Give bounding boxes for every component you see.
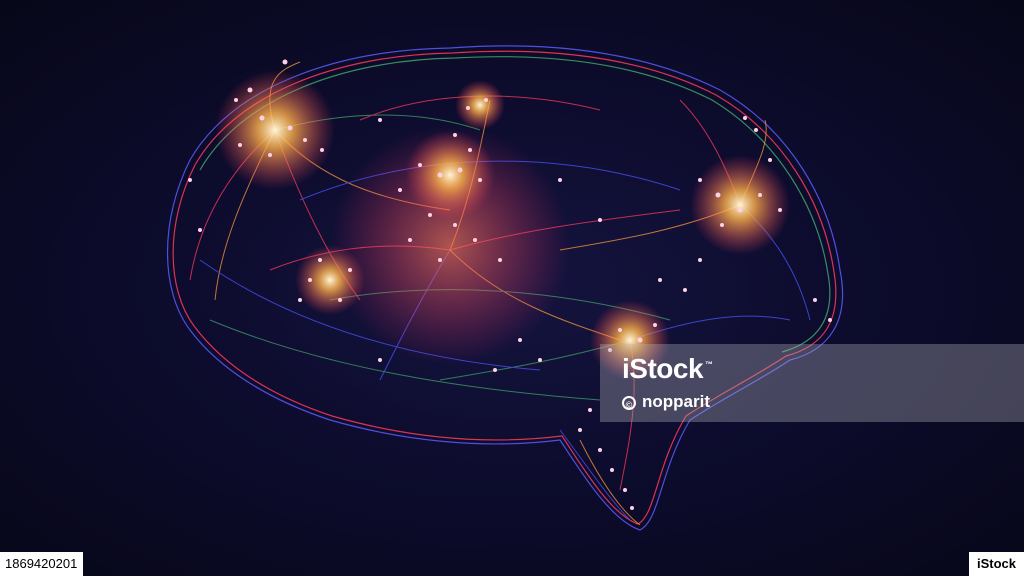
neuron-nodes	[188, 59, 832, 510]
copyright-icon: ©	[622, 395, 636, 410]
watermark-band	[600, 344, 1024, 422]
istock-badge: iStock	[968, 552, 1024, 576]
image-id-label: 1869420201	[0, 552, 84, 576]
brain-outline	[166, 45, 844, 531]
trademark-symbol: ™	[705, 360, 713, 369]
neural-hubs	[215, 70, 790, 380]
watermark-brand: iStock	[622, 353, 704, 384]
photographer-name: nopparit	[642, 392, 710, 411]
watermark-logo: iStock ™	[622, 353, 713, 385]
watermark-credit: © nopparit	[622, 392, 710, 412]
